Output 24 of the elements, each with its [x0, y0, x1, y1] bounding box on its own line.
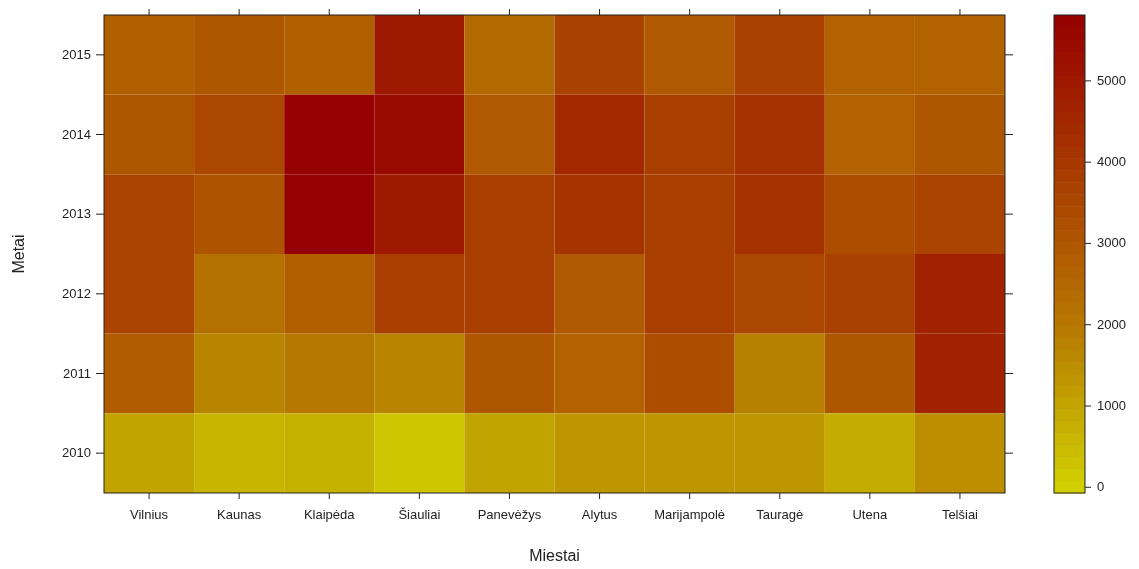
y-tick-label: 2010 — [62, 445, 91, 461]
color-bar-label: 5000 — [1097, 72, 1126, 88]
x-tick-label: Vilnius — [130, 507, 169, 522]
color-bar-label: 3000 — [1097, 235, 1126, 251]
y-tick-label: 2012 — [62, 285, 91, 301]
x-tick-label: Alytus — [581, 507, 618, 522]
x-axis-title: Miestai — [529, 547, 580, 564]
color-bar-label: 1000 — [1097, 398, 1126, 414]
y-tick-label: 2014 — [62, 126, 91, 142]
y-tick-label: 2011 — [63, 365, 91, 381]
x-tick-label: Marijampolė — [654, 507, 726, 522]
x-tick-label: Panevėžys — [477, 507, 542, 522]
y-tick-label: 2015 — [62, 46, 91, 62]
x-tick-label: Tauragė — [756, 507, 804, 522]
color-bar-label: 0 — [1097, 479, 1105, 495]
x-tick-label: Kaunas — [217, 507, 262, 522]
x-tick-label: Telšiai — [941, 507, 979, 522]
x-tick-label: Klaipėda — [303, 507, 356, 522]
color-bar-label: 2000 — [1097, 316, 1126, 332]
y-tick-label: 2013 — [62, 206, 91, 222]
y-axis-title: Metai — [10, 234, 27, 274]
color-bar-label: 4000 — [1097, 154, 1126, 170]
x-tick-label: Utena — [852, 507, 888, 522]
x-tick-label: Šiauliai — [398, 507, 441, 522]
